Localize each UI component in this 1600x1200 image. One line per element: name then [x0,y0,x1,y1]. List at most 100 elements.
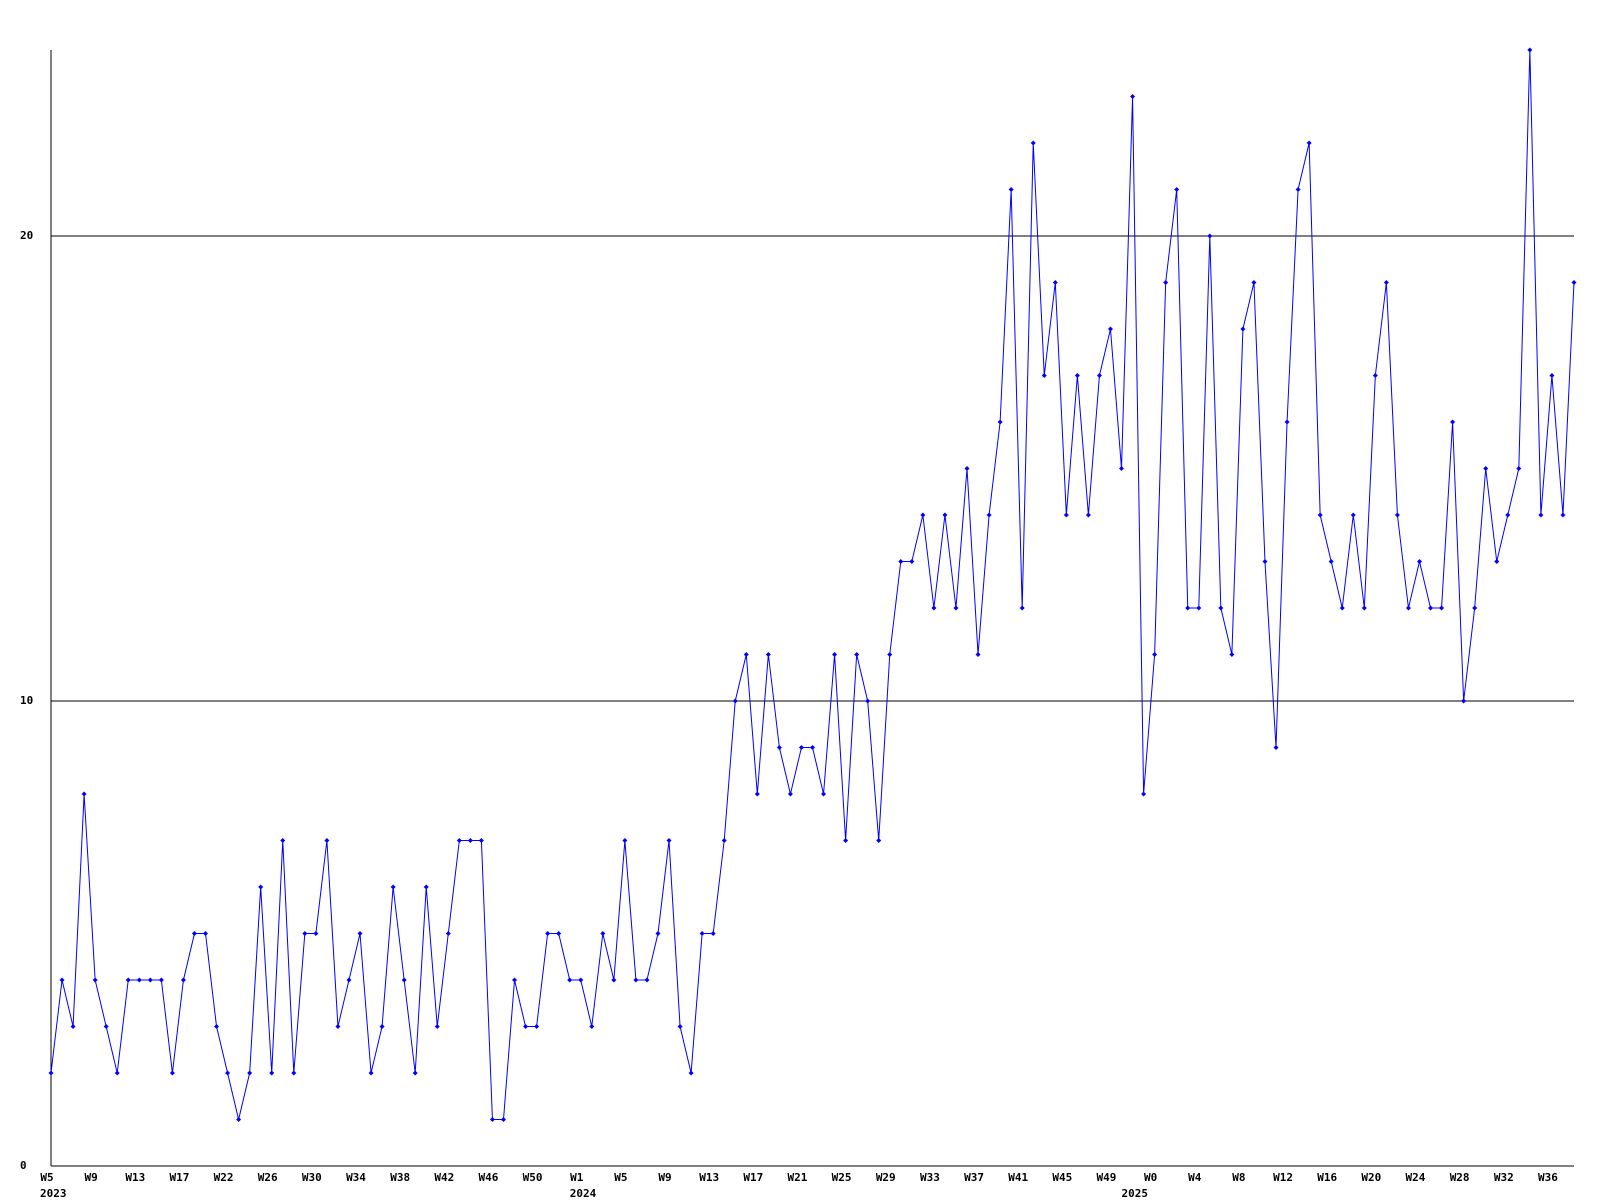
data-point [1450,419,1456,425]
data-point [70,1024,76,1029]
data-point [567,977,573,983]
data-point [1405,605,1411,611]
data-point [401,977,407,983]
data-point [898,559,904,564]
data-point [909,559,915,564]
x-tick-label: W26 [258,1171,278,1184]
data-point [1262,559,1268,564]
data-point [467,838,473,843]
data-point [1461,698,1467,704]
data-point [1284,419,1290,425]
data-point [500,1117,506,1122]
data-point [1428,605,1434,611]
data-point [1416,559,1422,564]
data-point [412,1070,418,1076]
data-point [1571,280,1577,285]
data-point [1052,280,1058,285]
y-tick-label: 10 [20,694,33,707]
data-point [1030,140,1036,146]
x-year-label: 2023 [40,1187,67,1200]
data-point [787,791,793,797]
data-point [810,745,815,750]
x-tick-label: W41 [1008,1171,1028,1184]
x-tick-label: W33 [920,1171,940,1184]
data-point [534,1024,540,1029]
data-point [1130,94,1136,99]
data-point [103,1024,109,1029]
data-point [423,884,429,890]
x-tick-label: W8 [1232,1171,1245,1184]
data-point [523,1024,529,1029]
x-tick-label: W16 [1317,1171,1337,1184]
x-tick-label: W32 [1494,1171,1514,1184]
data-point [236,1117,242,1122]
x-tick-label: W4 [1188,1171,1202,1184]
data-point [1306,140,1312,146]
data-point [578,977,584,983]
data-point [1383,280,1389,285]
data-point [1350,512,1356,518]
data-point [456,838,462,843]
x-tick-label: W1 [570,1171,584,1184]
x-tick-label: W22 [214,1171,234,1184]
y-tick-label: 20 [20,229,33,242]
data-point [269,1070,275,1076]
x-tick-label: W29 [876,1171,896,1184]
data-point [688,1070,694,1076]
data-point [225,1070,231,1076]
data-point [1196,605,1202,611]
data-point [1273,745,1279,750]
data-point [203,931,209,936]
data-point [589,1024,595,1029]
data-point [247,1070,253,1076]
x-tick-label: W28 [1450,1171,1470,1184]
data-point [942,512,948,518]
data-point [1207,233,1213,239]
data-point [743,652,749,657]
data-point [975,652,981,657]
data-point [180,977,186,983]
x-tick-label: W25 [832,1171,852,1184]
data-point [125,977,131,983]
data-point [158,977,164,983]
x-tick-label: W46 [479,1171,499,1184]
data-point [677,1024,683,1029]
data-point [1560,512,1566,518]
data-point [335,1024,341,1029]
x-tick-label: W9 [658,1171,671,1184]
data-point [81,791,87,797]
data-point [666,838,672,843]
data-point [710,931,716,936]
data-point [986,512,992,518]
data-point [1516,466,1522,471]
data-point [59,977,65,983]
data-point [931,605,937,611]
data-point [1119,466,1125,471]
data-point [1527,47,1533,53]
data-point [1339,605,1345,611]
data-point [776,745,782,750]
data-point [953,605,959,611]
data-point [1063,512,1069,518]
data-point [865,698,871,704]
data-point [655,931,661,936]
data-point [721,838,727,843]
x-tick-label: W17 [743,1171,763,1184]
data-point [765,652,771,657]
data-point [821,791,827,797]
data-point [1361,605,1367,611]
x-tick-label: W50 [523,1171,543,1184]
data-point [478,838,484,843]
data-point [1317,512,1323,518]
data-point [699,931,705,936]
data-point [997,419,1003,425]
data-point [843,838,849,843]
data-point [1483,466,1489,471]
data-point [390,884,396,890]
data-point [600,931,606,936]
data-point [1549,373,1555,378]
data-point [1163,280,1169,285]
x-tick-label: W34 [346,1171,366,1184]
